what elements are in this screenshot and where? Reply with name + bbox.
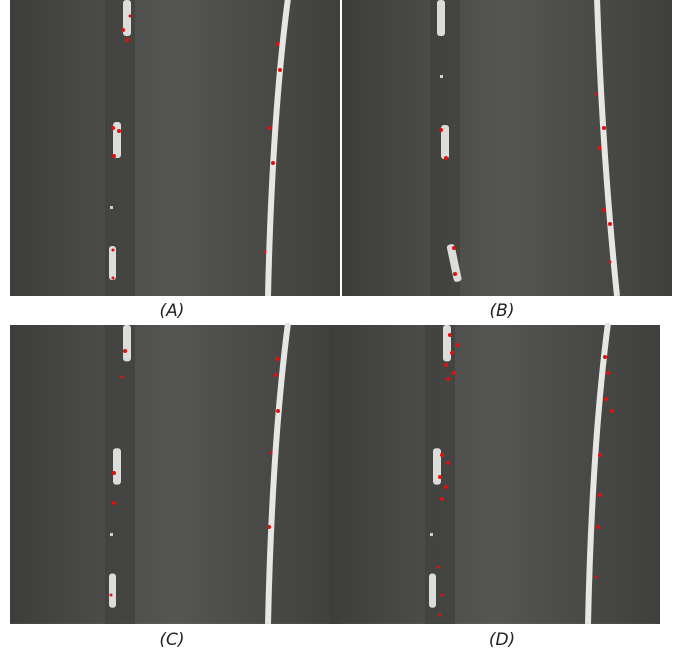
figure: (A) (B) (C) (D) (() => { const data = JS…	[0, 0, 684, 657]
panels	[0, 0, 684, 657]
panel-d	[330, 323, 660, 624]
panel-c	[10, 323, 340, 624]
panel-a	[10, 0, 340, 296]
caption: (C)	[112, 630, 232, 650]
caption: (B)	[442, 301, 562, 321]
caption: (D)	[442, 630, 562, 650]
panel-b	[342, 0, 672, 296]
caption: (A)	[112, 301, 232, 321]
